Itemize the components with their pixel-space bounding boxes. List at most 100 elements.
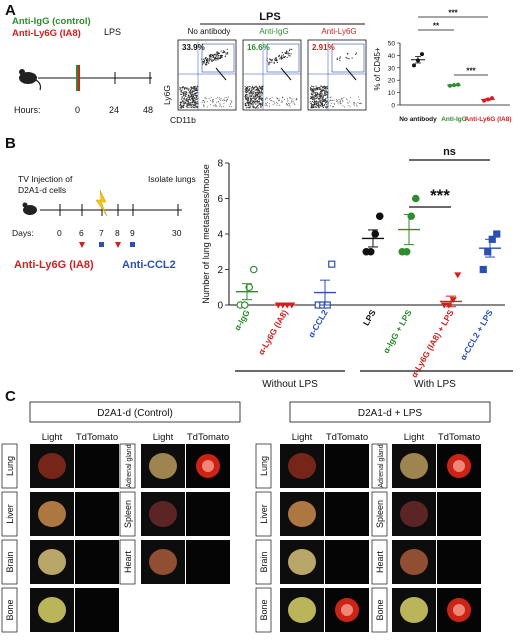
data-point — [240, 301, 249, 309]
organ-label-box — [255, 539, 272, 585]
legend-treat: Anti-Ly6G (IA8) — [12, 28, 81, 39]
organ-label-box — [255, 443, 272, 489]
tdtomato-image — [75, 588, 119, 632]
group-box-right — [289, 401, 491, 423]
organ-label-box — [371, 587, 388, 633]
flow-plot-title: Anti-Ly6G — [321, 27, 356, 36]
organ-photo — [149, 453, 177, 479]
organ-photo — [38, 501, 66, 527]
timeline-lps-label: LPS — [104, 27, 121, 37]
panel-a-ylabel: % of CD45+ — [373, 47, 382, 91]
organ-label-box — [1, 539, 18, 585]
x-category-label: α-CCL2 — [306, 308, 330, 339]
significance-label: *** — [430, 186, 450, 205]
y-tick-label: 40 — [388, 53, 396, 60]
x-category-label: α-Ly6G (IA8) + LPS — [409, 308, 456, 380]
y-tick-label: 2 — [217, 265, 223, 276]
organ-label: Heart — [123, 551, 133, 574]
tdtomato-image — [75, 540, 119, 584]
lightning-icon — [95, 189, 108, 217]
flow-arrow — [280, 67, 292, 81]
days-tick-9: 9 — [130, 228, 135, 238]
flow-plot-title: Anti-IgG — [259, 27, 288, 36]
panel-b-ylabel: Number of lung metastases/mouse — [201, 164, 211, 304]
tdtomato-image — [186, 492, 230, 536]
mouse-icon — [19, 69, 42, 91]
x-category-label: α-IgG + LPS — [381, 308, 414, 355]
tdtomato-signal-core — [341, 604, 353, 616]
organ-label: Heart — [375, 551, 385, 574]
y-tick-label: 0 — [217, 301, 223, 312]
flow-cytometry-plots: LPS Ly6G CD11b No antibody 33.9% Anti-IgG 1… — [162, 11, 367, 125]
tdtomato-signal-core — [453, 460, 465, 472]
organ-photo — [288, 549, 316, 575]
organ-label: Bone — [259, 599, 269, 620]
group-box-left — [29, 401, 241, 423]
days-tick-6: 6 — [79, 228, 84, 238]
legend-control: Anti-IgG (control) — [12, 16, 91, 27]
data-point — [371, 230, 380, 238]
data-point — [454, 272, 462, 279]
data-point — [479, 265, 487, 274]
column-header-light: Light — [42, 432, 63, 443]
data-point — [328, 260, 336, 268]
data-point — [420, 52, 424, 57]
organ-label: Adrenal gland — [378, 444, 385, 487]
y-tick-label: 50 — [388, 41, 396, 48]
organ-label: Lung — [5, 456, 15, 476]
organ-label-box — [371, 491, 388, 537]
column-header-tdtomato: TdTomato — [438, 432, 480, 443]
flow-plot-title: No antibody — [188, 27, 231, 36]
flow-gate-box — [201, 43, 235, 73]
column-header-tdtomato: TdTomato — [326, 432, 368, 443]
organ-label-box — [255, 587, 272, 633]
treat-red-label: Anti-Ly6G (IA8) — [14, 259, 94, 271]
organ-label-box — [119, 539, 136, 585]
blue-square-marker — [99, 242, 104, 247]
organ-photo — [400, 597, 428, 623]
y-tick-label: 6 — [217, 194, 223, 205]
organ-label: Adrenal gland — [126, 444, 133, 487]
panel-a-chart: % of CD45+ 0 10 20 30 40 50 No antibody Anti-Ig… — [373, 9, 512, 124]
panel-b-timeline: TV Injection of D2A1-d cells Isolate lun… — [12, 174, 196, 271]
significance-label: *** — [466, 67, 476, 76]
hours-tick-0: 0 — [75, 105, 80, 115]
group-without-label: Without LPS — [262, 379, 318, 390]
tdtomato-image — [75, 492, 119, 536]
x-category-label: Anti-Ly6G (IA8) — [464, 116, 511, 123]
flow-plot-percent: 16.6% — [247, 43, 270, 52]
y-tick-label: 8 — [217, 159, 223, 170]
group-right-label: D2A1-d + LPS — [358, 408, 423, 419]
x-category-label: α-IgG — [232, 308, 252, 333]
organ-photo — [288, 597, 316, 623]
hours-tick-48: 48 — [143, 105, 153, 115]
organ-photo — [288, 501, 316, 527]
flow-plot-points — [244, 48, 298, 109]
tdtomato-image — [437, 540, 481, 584]
organ-label-box — [119, 443, 136, 489]
y-tick-label: 10 — [388, 90, 396, 97]
panel-c-organ-images: D2A1-d (Control) D2A1-d + LPS Light TdTom… — [1, 401, 491, 633]
tdtomato-signal-core — [202, 460, 214, 472]
data-point — [249, 265, 258, 274]
isolate-lungs-label: Isolate lungs — [148, 174, 196, 184]
tdtomato-image — [325, 444, 369, 488]
organ-label-box — [255, 491, 272, 537]
red-triangle-marker — [79, 242, 85, 248]
blue-square-marker — [130, 242, 135, 247]
days-tick-0: 0 — [57, 228, 62, 238]
panel-a-letter: A — [5, 2, 16, 19]
organ-label: Brain — [259, 551, 269, 572]
x-category-label: α-Ly6G (IA8) — [256, 308, 290, 357]
organ-label-box — [119, 491, 136, 537]
x-category-label: Anti-IgG — [441, 116, 467, 123]
data-point — [411, 194, 420, 203]
organ-label-box — [1, 443, 18, 489]
hours-label: Hours: — [14, 105, 41, 115]
column-header-tdtomato: TdTomato — [187, 432, 229, 443]
flow-plot-percent: 2.91% — [312, 43, 335, 52]
flow-x-axis-label: CD11b — [170, 115, 196, 125]
red-triangle-marker — [115, 242, 121, 248]
organ-label: Bone — [375, 599, 385, 620]
hours-tick-24: 24 — [109, 105, 119, 115]
